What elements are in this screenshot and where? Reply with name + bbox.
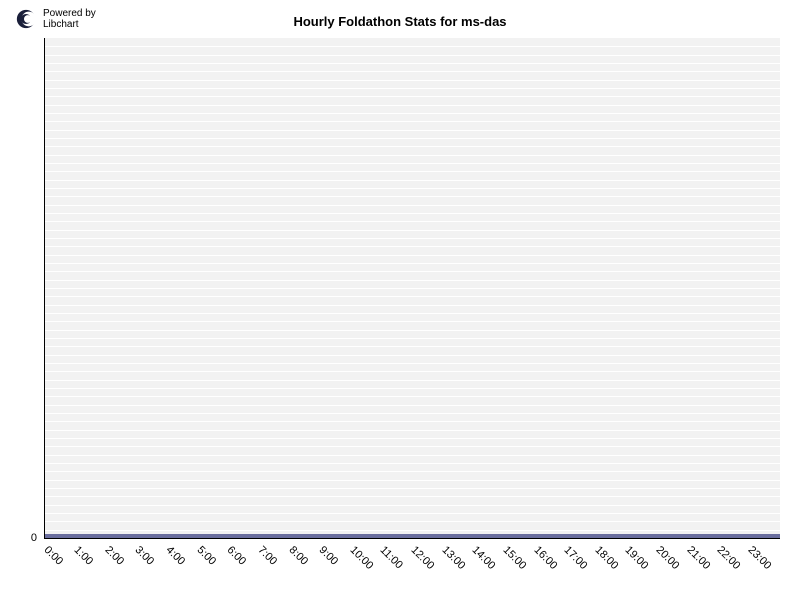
gridline [45, 305, 780, 306]
x-tick-label: 7:00 [255, 544, 279, 568]
gridline [45, 313, 780, 314]
gridline [45, 171, 780, 172]
gridline [45, 463, 780, 464]
gridline [45, 271, 780, 272]
y-axis-line [44, 38, 45, 538]
gridline [45, 55, 780, 56]
gridline [45, 46, 780, 47]
x-tick-label: 4:00 [164, 544, 188, 568]
gridline [45, 155, 780, 156]
gridline [45, 138, 780, 139]
gridline [45, 338, 780, 339]
x-tick-label: 9:00 [317, 544, 341, 568]
gridline [45, 363, 780, 364]
gridline [45, 263, 780, 264]
x-tick-label: 1:00 [72, 544, 96, 568]
gridline [45, 296, 780, 297]
gridline [45, 496, 780, 497]
gridline [45, 321, 780, 322]
gridline [45, 255, 780, 256]
gridline [45, 180, 780, 181]
x-tick-label: 20:00 [654, 544, 682, 572]
x-tick-label: 23:00 [745, 544, 773, 572]
gridline [45, 88, 780, 89]
plot-area [45, 38, 780, 538]
gridline [45, 221, 780, 222]
gridline [45, 71, 780, 72]
x-tick-label: 16:00 [531, 544, 559, 572]
x-axis-line [44, 538, 780, 539]
gridline [45, 63, 780, 64]
gridline [45, 405, 780, 406]
gridline [45, 205, 780, 206]
gridline [45, 355, 780, 356]
gridline [45, 513, 780, 514]
gridline [45, 380, 780, 381]
gridline [45, 455, 780, 456]
gridline [45, 121, 780, 122]
x-tick-label: 11:00 [378, 544, 405, 571]
gridline [45, 421, 780, 422]
gridline [45, 388, 780, 389]
x-tick-label: 14:00 [470, 544, 498, 572]
chart-gridlines [45, 38, 780, 538]
x-tick-label: 21:00 [684, 544, 712, 572]
gridline [45, 396, 780, 397]
x-tick-label: 15:00 [500, 544, 528, 572]
gridline [45, 238, 780, 239]
x-tick-label: 18:00 [592, 544, 620, 572]
x-tick-label: 0:00 [41, 544, 65, 568]
gridline [45, 346, 780, 347]
x-tick-label: 3:00 [133, 544, 157, 568]
x-tick-label: 2:00 [102, 544, 126, 568]
x-tick-label: 19:00 [623, 544, 651, 572]
x-tick-label: 22:00 [715, 544, 743, 572]
gridline [45, 438, 780, 439]
x-tick-label: 5:00 [194, 544, 218, 568]
gridline [45, 96, 780, 97]
gridline [45, 288, 780, 289]
gridline [45, 163, 780, 164]
gridline [45, 130, 780, 131]
gridline [45, 480, 780, 481]
gridline [45, 371, 780, 372]
gridline [45, 246, 780, 247]
gridline [45, 105, 780, 106]
gridline [45, 430, 780, 431]
x-tick-label: 13:00 [439, 544, 467, 572]
gridline [45, 330, 780, 331]
gridline [45, 213, 780, 214]
y-tick-label: 0 [0, 532, 37, 544]
gridline [45, 280, 780, 281]
gridline [45, 196, 780, 197]
chart-title: Hourly Foldathon Stats for ms-das [0, 14, 800, 29]
x-tick-label: 17:00 [562, 544, 590, 572]
gridline [45, 188, 780, 189]
x-tick-label: 6:00 [225, 544, 249, 568]
x-tick-label: 10:00 [347, 544, 375, 572]
gridline [45, 521, 780, 522]
gridline [45, 80, 780, 81]
gridline [45, 505, 780, 506]
chart-page: Powered by Libchart Hourly Foldathon Sta… [0, 0, 800, 600]
gridline [45, 146, 780, 147]
x-tick-label: 8:00 [286, 544, 310, 568]
gridline [45, 471, 780, 472]
gridline [45, 530, 780, 531]
gridline [45, 113, 780, 114]
gridline [45, 446, 780, 447]
x-tick-label: 12:00 [409, 544, 437, 572]
gridline [45, 488, 780, 489]
gridline [45, 413, 780, 414]
gridline [45, 230, 780, 231]
